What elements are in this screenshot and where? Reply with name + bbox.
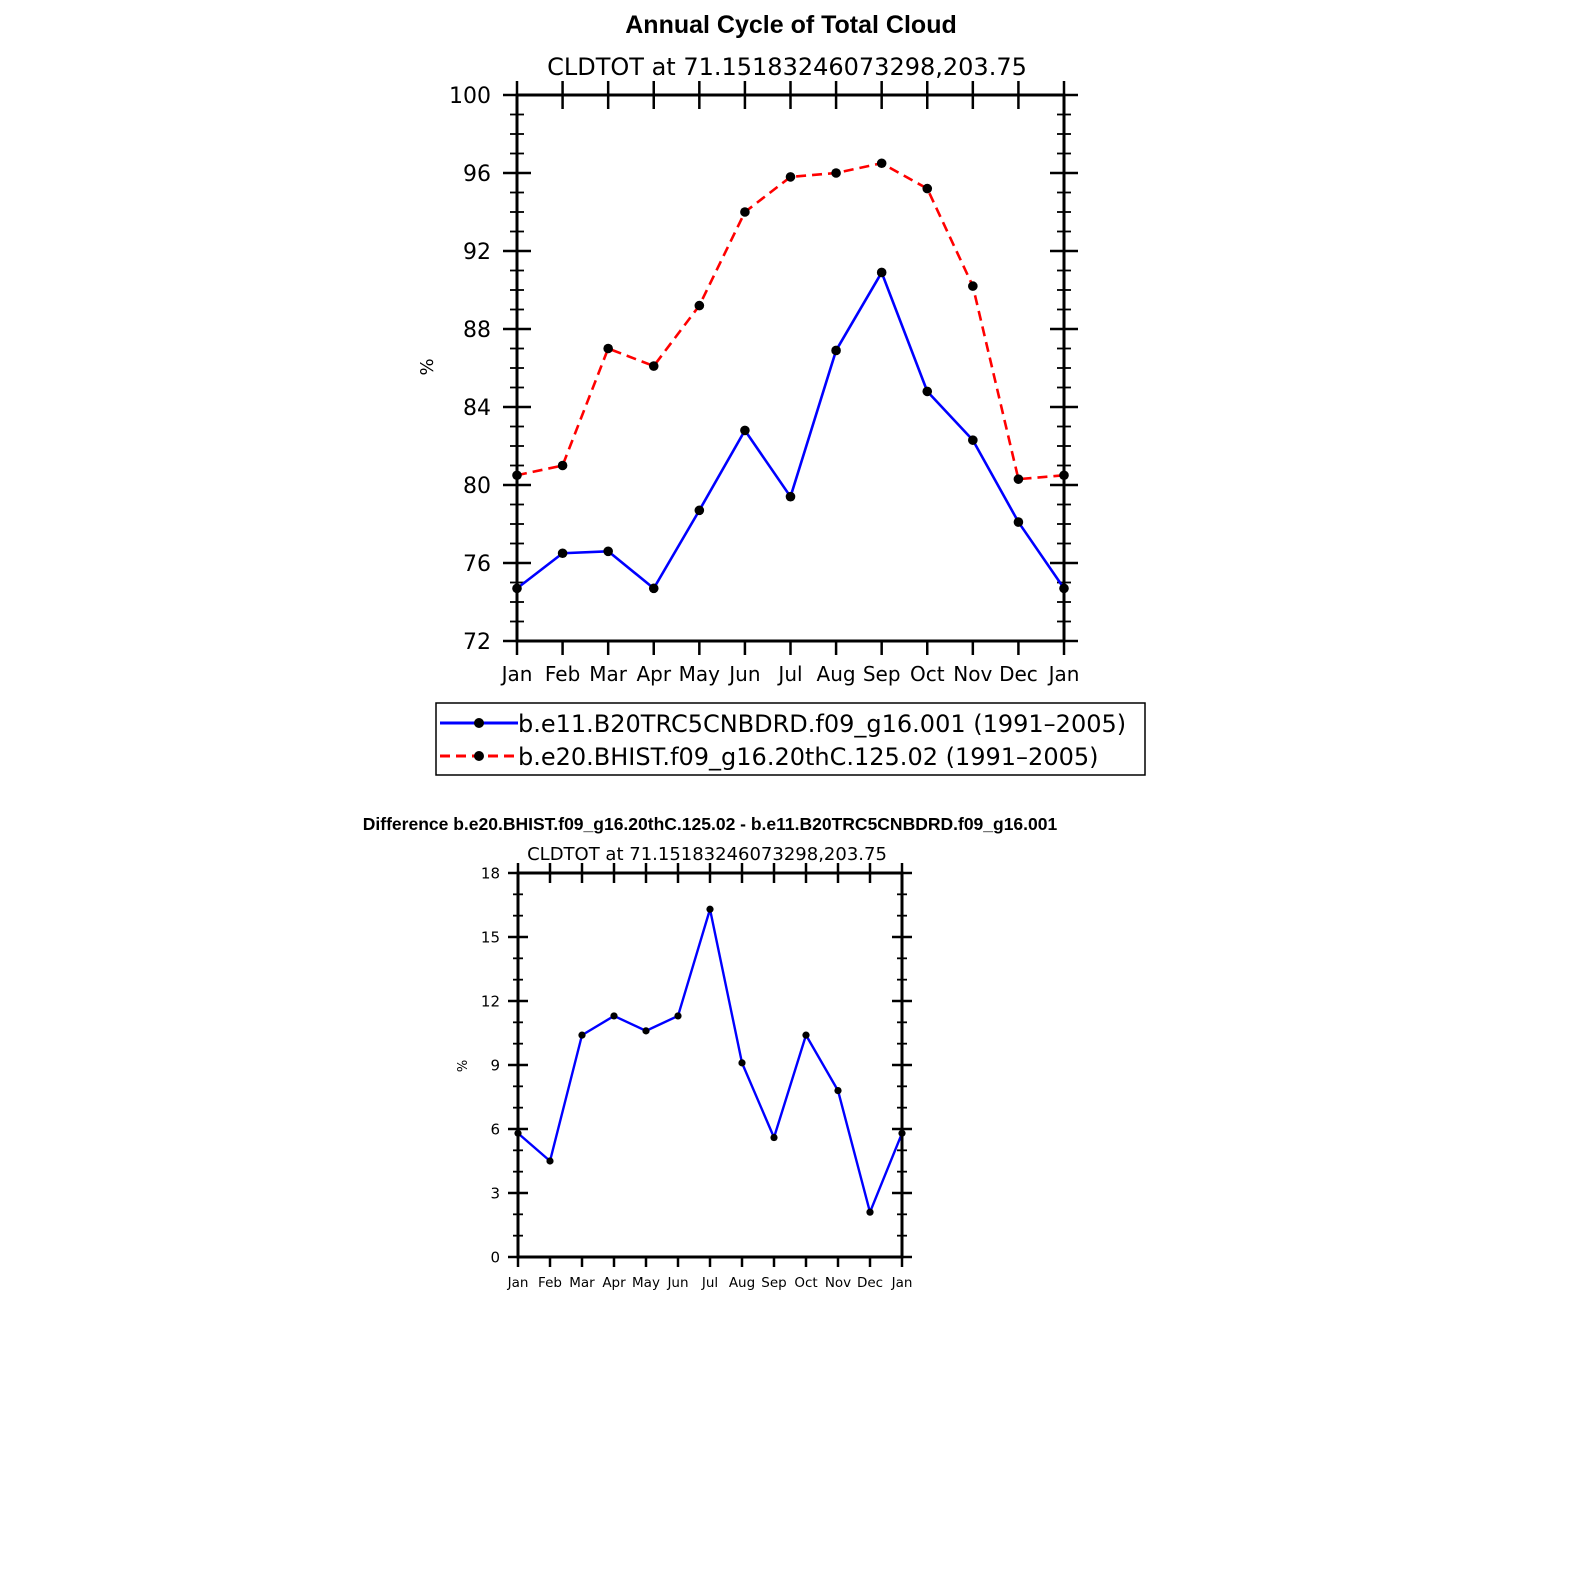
chart1-series-1-point [648,583,659,594]
legend-marker-series-2 [474,751,484,761]
chart2-ytick-label: 15 [481,928,500,946]
chart1-ytick-label: 72 [463,630,491,655]
chart1-series-2-point [694,300,705,311]
chart2-series-1-point [802,1031,810,1039]
chart2-y-axis-label: % [456,1060,471,1072]
chart1-series-2-point [785,172,796,182]
chart1-xtick-label: Jan [1047,662,1080,686]
chart2-title: Difference b.e20.BHIST.f09_g16.20thC.125… [363,814,1058,834]
chart2-series-1-point [738,1059,746,1067]
legend-marker-series-1 [474,718,484,728]
legend-label-series-2: b.e20.BHIST.f09_g16.20thC.125.02 (1991–2… [518,743,1099,771]
chart2-series-1-point [834,1087,842,1095]
chart2-series-1-point [770,1133,778,1142]
chart1-series-2-point [831,168,841,178]
chart1-ytick-label: 92 [463,240,491,265]
chart1-series-1-point [785,491,796,502]
chart2-series-1-point [674,1012,682,1020]
chart1-ytick-label: 80 [463,474,491,499]
chart1-xtick-label: Jul [776,662,802,686]
chart2-xtick-label: Sep [761,1275,786,1291]
legend-label-series-1: b.e11.B20TRC5CNBDRD.f09_g16.001 (1991–20… [518,710,1126,738]
chart1-subtitle: CLDTOT at 71.15183246073298,203.75 [547,53,1027,81]
chart1-series-2-point [968,281,978,291]
chart1-series-1-point [694,505,705,516]
chart1-xtick-label: May [679,662,721,686]
chart1-xtick-label: Oct [910,662,945,686]
chart1-xtick-label: Apr [636,662,671,686]
chart2-xtick-label: Apr [602,1275,626,1291]
chart2-xtick-label: Mar [569,1275,595,1291]
chart1-series-2-point [648,361,659,371]
chart2-xtick-label: Jan [891,1275,913,1291]
chart2-series-1-point [610,1012,618,1020]
chart2-plot-area: 0 3 6 9 12 15 18 Jan Feb Mar Apr May Jun Jul Aug Sep Oct… [481,863,913,1291]
chart2-frame [516,871,904,1259]
chart1-xtick-label: Sep [863,662,901,686]
chart1-ytick-label: 76 [463,552,491,577]
difference-chart: Difference b.e20.BHIST.f09_g16.20thC.125… [363,814,1058,1291]
chart1-frame [515,93,1066,643]
chart2-xtick-label: Jul [701,1275,718,1291]
chart2-xtick-label: Oct [794,1275,817,1291]
chart1-ytick-label: 84 [463,396,491,421]
chart2-xtick-label: Feb [538,1275,562,1291]
chart1-xtick-label: Dec [999,662,1038,686]
chart2-series-1-point [866,1208,874,1216]
chart2-xtick-label: Aug [729,1275,755,1291]
chart1-xtick-label: Aug [817,662,856,686]
chart1-series-1-point [968,435,978,445]
chart1-series-1-point [1013,517,1024,527]
chart1-xtick-label: Feb [545,662,580,686]
chart2-series-1-point [546,1157,554,1165]
chart1-series-2-line [516,161,1065,481]
chart1-legend-box [435,702,1146,776]
chart2-ytick-label: 6 [490,1120,500,1138]
chart1-xtick-label: Mar [589,662,628,686]
chart2-ytick-label: 9 [490,1056,500,1074]
chart1-series-1-point [740,425,750,436]
chart2-series-1-line [517,908,904,1214]
chart2-series-1-point [706,905,714,913]
annual-cycle-chart: Annual Cycle of Total Cloud CLDTOT at 71… [417,11,1146,776]
chart2-subtitle: CLDTOT at 71.15183246073298,203.75 [527,844,887,865]
chart1-series-2-point [740,207,750,217]
chart2-xtick-label: Jun [666,1275,688,1291]
chart2-series-1-point [578,1031,586,1039]
chart1-ytick-label: 96 [463,162,491,187]
chart1-series-2-point [557,460,568,471]
chart1-title: Annual Cycle of Total Cloud [625,11,956,39]
chart2-series-1-point [642,1027,650,1035]
chart1-ytick-label: 100 [449,84,491,109]
chart1-ytick-label: 88 [463,318,491,343]
chart1-series-2-point [603,343,613,354]
chart1-xtick-label: Nov [953,662,992,686]
chart1-xtick-label: Jan [500,662,533,686]
chart1-y-axis-label: % [417,358,438,375]
chart2-xtick-label: Jan [507,1275,529,1291]
chart1-series-1-point [831,345,841,356]
chart1-legend: b.e11.B20TRC5CNBDRD.f09_g16.001 (1991–20… [435,702,1146,776]
chart1-series-1-point [557,548,568,559]
chart1-series-1-point [922,386,933,397]
chart1-series-2-point [1013,474,1024,484]
chart2-xtick-label: May [632,1275,660,1291]
chart1-series-1-point [603,546,613,557]
chart2-xtick-label: Nov [825,1275,851,1291]
chart1-xtick-label: Jun [727,662,760,686]
chart2-ytick-label: 18 [481,864,500,882]
chart2-ytick-label: 3 [490,1184,500,1202]
chart1-series-2-point [922,183,933,194]
chart1-series-2-point [876,158,887,169]
chart2-ytick-label: 12 [481,992,500,1010]
chart2-xtick-label: Dec [857,1275,883,1291]
chart1-series-1-point [876,267,887,278]
chart2-ytick-label: 0 [490,1248,500,1266]
chart1-plot-area: 72 76 80 84 88 92 96 100 Jan Feb Mar Apr May Jun Jul Au… [449,81,1079,686]
